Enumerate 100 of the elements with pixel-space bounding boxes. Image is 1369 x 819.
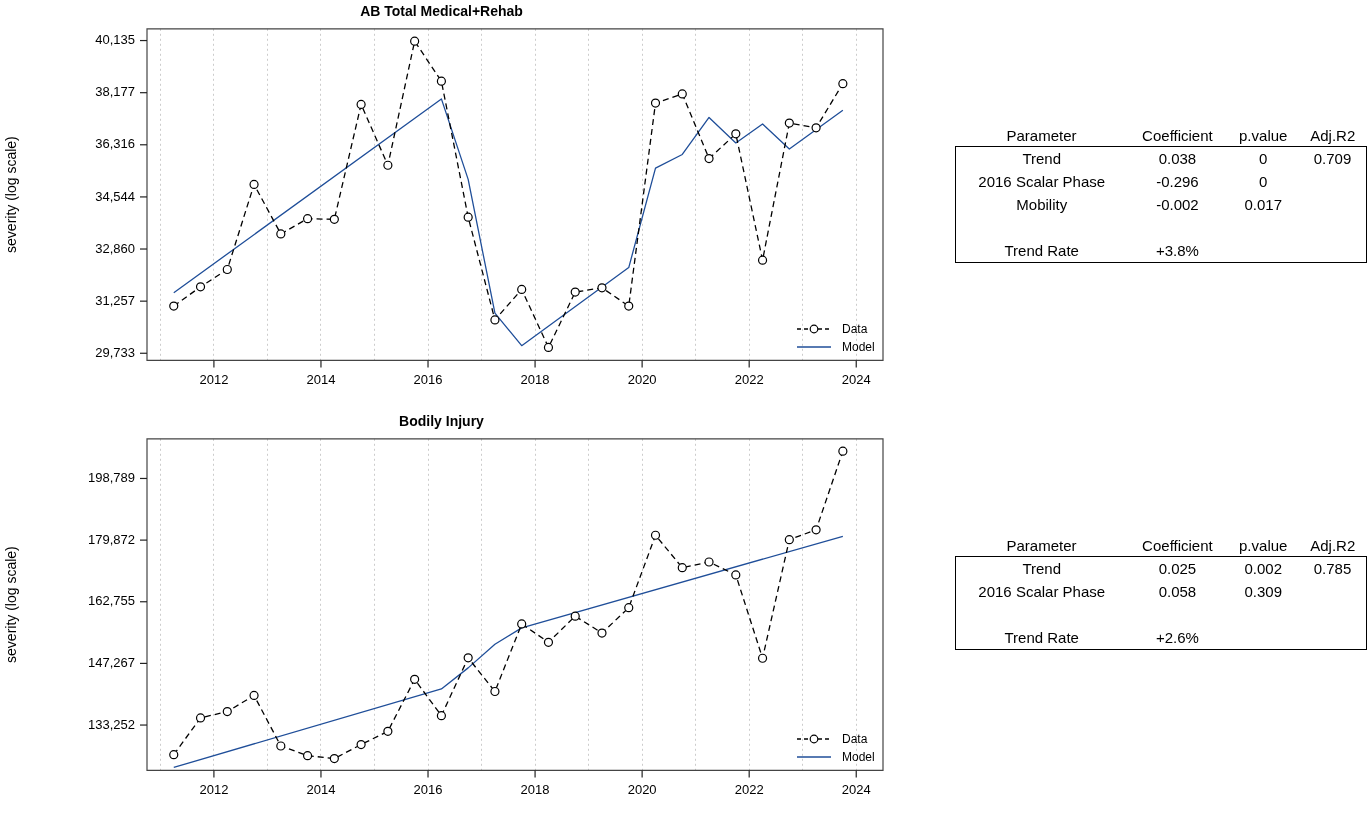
point	[222, 706, 232, 717]
point	[757, 255, 768, 265]
x-tick-label: 2016	[413, 781, 443, 797]
point	[276, 741, 286, 751]
legend-label: Model	[842, 749, 875, 767]
text: Trend Rate	[1004, 242, 1079, 259]
text: 0.002	[1244, 560, 1282, 577]
text: 2016 Scalar Phase	[978, 583, 1106, 600]
point	[410, 36, 420, 46]
point	[463, 212, 473, 222]
x-tick-label: 2024	[841, 371, 871, 387]
point	[222, 264, 232, 275]
text: 0	[1259, 150, 1268, 167]
chart-title: Bodily Injury	[399, 413, 485, 430]
point	[838, 446, 848, 456]
y-tick-label: 29,733	[95, 344, 135, 360]
text: Trend Rate	[1004, 629, 1079, 646]
text: 0	[1259, 173, 1268, 190]
point	[543, 342, 554, 353]
point	[650, 530, 661, 540]
point	[811, 123, 821, 133]
y-tick-label: 31,257	[95, 292, 135, 308]
text: 0.017	[1244, 196, 1282, 213]
category-label: Adj.R2	[1309, 126, 1357, 146]
legend-label: Data	[842, 321, 868, 339]
text: -0.296	[1156, 173, 1199, 190]
point	[543, 637, 554, 647]
x-tick-label: 2022	[734, 781, 764, 797]
point	[731, 129, 741, 139]
point	[329, 214, 339, 224]
point	[517, 619, 527, 629]
y-tick-label: 34,544	[95, 188, 135, 204]
point	[650, 98, 661, 108]
y-tick-label: 179,872	[88, 531, 135, 547]
point	[731, 570, 741, 580]
point	[624, 603, 634, 613]
category-label: Coefficient	[1141, 126, 1214, 146]
point	[276, 229, 286, 239]
point	[784, 535, 794, 545]
point	[410, 674, 420, 684]
point	[436, 711, 446, 721]
point	[329, 753, 339, 764]
text: Trend	[1022, 560, 1062, 577]
point	[597, 628, 607, 638]
category-label: p.value	[1238, 536, 1289, 556]
text: Mobility	[1016, 196, 1068, 213]
point	[570, 611, 580, 621]
point	[383, 160, 393, 170]
y-tick-label: 147,267	[88, 654, 135, 670]
category-label: Parameter	[1005, 536, 1078, 556]
x-tick-label: 2020	[627, 371, 657, 387]
point	[624, 301, 634, 311]
chart-title: AB Total Medical+Rehab	[360, 3, 523, 20]
x-tick-label: 2018	[520, 371, 550, 387]
x-tick-label: 2016	[413, 371, 443, 387]
point	[757, 653, 768, 663]
point	[169, 301, 179, 311]
point	[302, 751, 313, 761]
point	[249, 179, 259, 190]
legend-label: Model	[842, 339, 875, 357]
point	[704, 557, 714, 567]
point	[195, 282, 206, 292]
y-tick-label: 133,252	[88, 716, 135, 732]
category-label: Coefficient	[1141, 536, 1214, 556]
y-tick-label: 32,860	[95, 240, 135, 256]
category-label: Parameter	[1005, 126, 1078, 146]
point	[463, 653, 473, 663]
text: +2.6%	[1155, 629, 1199, 646]
x-tick-label: 2018	[520, 781, 550, 797]
point	[570, 287, 580, 297]
text: 0.025	[1158, 560, 1197, 577]
text: 0.058	[1158, 583, 1197, 600]
text: -0.002	[1156, 196, 1199, 213]
text: 0.038	[1158, 150, 1197, 167]
x-tick-label: 2014	[306, 781, 336, 797]
point	[677, 563, 687, 573]
point	[811, 525, 821, 535]
y-axis-title: severity (log scale)	[3, 136, 20, 253]
point	[383, 726, 393, 736]
text: Trend	[1022, 150, 1062, 167]
point	[490, 686, 500, 697]
point	[249, 690, 259, 701]
x-tick-label: 2020	[627, 781, 657, 797]
x-tick-label: 2024	[841, 781, 871, 797]
point	[169, 750, 179, 760]
y-tick-label: 36,316	[95, 136, 135, 152]
category-label: Adj.R2	[1309, 536, 1357, 556]
y-tick-label: 40,135	[95, 32, 135, 48]
x-tick-label: 2014	[306, 371, 336, 387]
point	[436, 76, 446, 86]
point	[517, 284, 527, 295]
y-tick-label: 162,755	[88, 593, 135, 609]
point	[838, 79, 848, 89]
x-tick-label: 2012	[199, 781, 229, 797]
point	[784, 118, 794, 128]
point	[490, 315, 500, 325]
point	[302, 214, 313, 224]
text: +3.8%	[1155, 242, 1199, 259]
y-tick-label: 198,789	[88, 470, 135, 486]
point	[597, 283, 607, 293]
